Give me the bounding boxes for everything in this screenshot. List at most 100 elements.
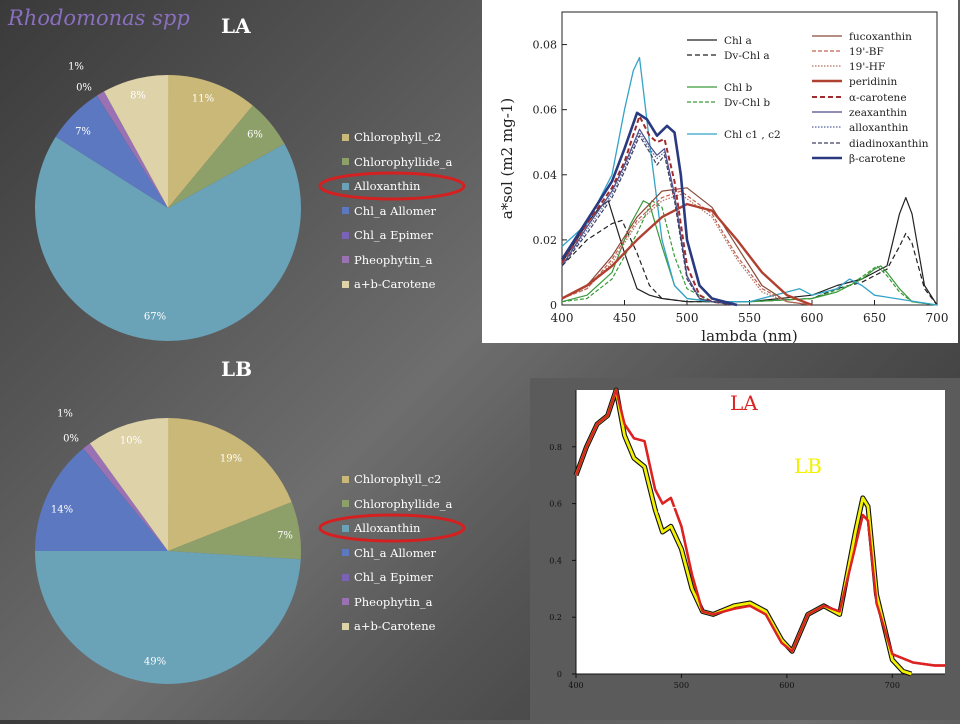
pie-lb-slice-3	[35, 448, 168, 551]
spec-legend-label-0: Chl a	[724, 35, 752, 47]
spec-series-2	[561, 200, 938, 306]
absorb-ytick-label-1: 0.2	[549, 613, 562, 622]
pie-lb-pct-label-2: 49%	[144, 657, 166, 668]
pie-lb-legend-item-1: Chlorophyllide_a	[342, 492, 452, 517]
pie-la-legend-swatch-0	[342, 133, 349, 141]
pie-la-slice-1	[168, 105, 285, 208]
spec-legend-label-9: α-carotene	[849, 92, 907, 104]
pie-lb-legend-label-6: a+b-Carotene	[354, 619, 436, 634]
pie-lb-pct-label-0: 19%	[220, 454, 242, 465]
pie-lb-legend-item-2: Alloxanthin	[342, 516, 452, 541]
pie-lb-slice-6	[89, 418, 169, 551]
absorbance-chart: 400 500 600 700 0 0.2 0.4 0.6 0.8 LA LB	[549, 387, 945, 690]
pie-lb-highlight-ellipse	[318, 513, 466, 543]
pie-lb-legend: Chlorophyll_c2 Chlorophyllide_a Alloxanthi…	[342, 467, 452, 639]
spec-legend-label-10: zeaxanthin	[849, 107, 907, 119]
pie-la-pct-label-2: 67%	[144, 312, 166, 323]
spec-legend-label-2: Chl b	[724, 82, 752, 94]
spec-ylabel: a*sol (m2 mg-1)	[498, 98, 516, 219]
pie-lb-title: LB	[221, 357, 252, 381]
pie-la-legend-item-1: Chlorophyllide_a	[342, 150, 452, 175]
pie-lb-legend-item-6: a+b-Carotene	[342, 614, 452, 639]
pie-la-title: LA	[221, 14, 251, 38]
spec-legend-label-13: β-carotene	[849, 153, 906, 165]
spec-legend-label-6: 19'-BF	[849, 46, 884, 58]
spec-series-0	[561, 197, 938, 306]
pie-lb-legend-label-4: Chl_a Epimer	[354, 570, 433, 585]
spec-xtick-label-1: 450	[613, 311, 636, 325]
spec-series-12	[561, 135, 738, 306]
spec-xtick-label-0: 400	[551, 311, 574, 325]
pie-lb-slice-1	[168, 502, 301, 560]
pie-lb-legend-swatch-0	[342, 475, 349, 483]
absorb-arrow-0	[679, 419, 713, 483]
pie-la-legend-label-5: Pheophytin_a	[354, 252, 433, 267]
pie-la-legend-swatch-6	[342, 280, 349, 288]
pie-lb-legend-swatch-5	[342, 598, 349, 606]
absorbance-panel: 400 500 600 700 0 0.2 0.4 0.6 0.8 LA LB	[530, 378, 960, 720]
absorb-xtick-label-2: 600	[779, 681, 794, 690]
pie-lb-pct-label-4: 0%	[63, 434, 79, 445]
pie-la-slice-2	[35, 136, 302, 341]
pie-la-legend-item-0: Chlorophyll_c2	[342, 125, 452, 150]
spec-legend-label-11: alloxanthin	[849, 122, 909, 134]
spec-legend-label-4: Chl c1 , c2	[724, 129, 781, 141]
spec-xtick-label-5: 650	[863, 311, 886, 325]
pie-la-pct-label-4: 0%	[76, 83, 92, 94]
spec-ytick-label-3: 0.06	[533, 104, 558, 117]
absorb-ytick-label-2: 0.4	[549, 556, 562, 565]
absorb-ytick-label-3: 0.6	[549, 500, 562, 509]
absorb-arrowhead-1	[658, 507, 665, 513]
pie-lb-legend-item-5: Pheophytin_a	[342, 590, 452, 615]
pigment-spectra-chart: 400 450 500 550 600 650 700 0 0.02 0.04 0.06 0.08 la…	[498, 11, 948, 345]
spec-legend-label-1: Dv-Chl a	[724, 50, 770, 62]
absorb-xtick-label-0: 400	[568, 681, 583, 690]
spec-series-8	[561, 202, 813, 307]
pie-la-pct-label-5: 1%	[68, 62, 84, 73]
pie-lb-slice-5	[83, 443, 168, 551]
pie-la-legend-label-3: Chl_a Allomer	[354, 203, 436, 218]
absorb-annotation-la: LA	[730, 391, 758, 415]
spec-legend-label-5: fucoxanthin	[849, 31, 912, 43]
absorb-series-1	[574, 388, 912, 676]
pie-lb-legend-swatch-2	[342, 524, 349, 532]
absorb-ytick-label-0: 0	[557, 670, 562, 679]
pie-la-legend-label-0: Chlorophyll_c2	[354, 130, 442, 145]
pie-lb-pct-label-6: 10%	[120, 436, 142, 447]
pie-lb-slice-0	[168, 418, 292, 551]
pie-lb-legend-item-0: Chlorophyll_c2	[342, 467, 452, 492]
absorb-xtick-label-3: 700	[885, 681, 900, 690]
pie-lb-legend-label-2: Alloxanthin	[354, 521, 421, 536]
pie-la-legend-item-2: Alloxanthin	[342, 174, 452, 199]
pie-lb-pct-label-3: 14%	[51, 505, 73, 516]
pie-chart-la: 11% 6% 67% 7% 0% 1% 8% Chlorophyll_c2 Chlorophy…	[0, 40, 480, 360]
spec-ytick-label-1: 0.02	[533, 234, 558, 247]
spec-series-3	[561, 200, 938, 306]
pie-lb-legend-item-3: Chl_a Allomer	[342, 541, 452, 566]
spec-series-4	[561, 56, 938, 306]
pie-la-legend-item-4: Chl_a Epimer	[342, 223, 452, 248]
pie-la-legend-swatch-4	[342, 231, 349, 239]
pie-la-legend-label-2: Alloxanthin	[354, 179, 421, 194]
pie-lb-legend-swatch-1	[342, 500, 349, 508]
absorb-arrowhead-0	[680, 475, 686, 482]
pie-la-pct-label-6: 8%	[130, 91, 146, 102]
pie-lb-svg: 19% 7% 49% 14% 0% 1% 10%	[35, 409, 466, 685]
spec-xtick-label-3: 550	[738, 311, 761, 325]
pie-la-slice-6	[104, 75, 169, 208]
spec-series-9	[561, 115, 738, 306]
pie-la-legend-label-6: a+b-Carotene	[354, 277, 436, 292]
spec-series-7	[561, 193, 813, 306]
pie-lb-legend-label-5: Pheophytin_a	[354, 594, 433, 609]
spec-legend-label-12: diadinoxanthin	[849, 138, 929, 150]
spec-series-5	[561, 187, 813, 306]
slide-title: Rhodomonas spp	[8, 6, 190, 30]
spec-xtick-label-2: 500	[676, 311, 699, 325]
pie-la-slice-4	[96, 95, 168, 208]
pie-la-legend: Chlorophyll_c2 Chlorophyllide_a Alloxanthi…	[342, 125, 452, 297]
pie-la-slice-3	[55, 95, 168, 208]
pie-lb-slice-2	[35, 551, 301, 685]
pie-la-legend-swatch-5	[342, 256, 349, 264]
pigment-spectra-panel: 400 450 500 550 600 650 700 0 0.02 0.04 0.06 0.08 la…	[482, 0, 958, 345]
pie-la-pct-label-3: 7%	[75, 127, 91, 138]
